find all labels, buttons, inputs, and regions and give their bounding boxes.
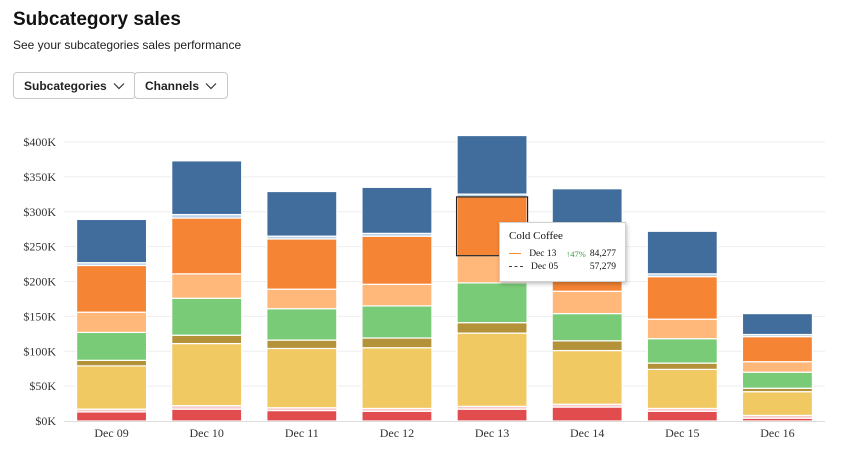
bar-segment[interactable] xyxy=(171,342,243,407)
bar-segment[interactable] xyxy=(75,359,148,367)
current-period-swatch xyxy=(509,253,522,254)
bar-segment[interactable] xyxy=(75,218,148,264)
bar-segment[interactable] xyxy=(456,408,528,422)
bar-segment[interactable] xyxy=(361,337,433,349)
subcategories-dropdown[interactable]: Subcategories xyxy=(13,72,136,99)
bar-segment[interactable] xyxy=(361,410,433,422)
bar-segment[interactable] xyxy=(75,264,148,313)
bar-segment[interactable] xyxy=(646,362,718,370)
y-tick-label: $350K xyxy=(23,170,56,184)
bar-segment[interactable] xyxy=(171,408,243,422)
bar-segment[interactable] xyxy=(361,347,433,410)
bar-segment[interactable] xyxy=(646,276,718,320)
tooltip-current-date: Dec 13 xyxy=(529,248,557,259)
chevron-down-icon xyxy=(205,82,217,89)
bar-segment[interactable] xyxy=(171,217,243,275)
bar-segment[interactable] xyxy=(741,312,814,336)
bar-segment[interactable] xyxy=(361,283,433,307)
y-tick-label: $400K xyxy=(23,135,56,149)
tooltip-change: ↑47% xyxy=(566,248,586,259)
y-tick-label: $50K xyxy=(29,379,56,393)
x-tick-label: Dec 09 xyxy=(94,426,128,440)
bar-segment[interactable] xyxy=(266,339,338,350)
bar-segment[interactable] xyxy=(266,409,338,422)
y-tick-label: $0K xyxy=(35,414,56,428)
x-tick-label: Dec 12 xyxy=(380,426,414,440)
tooltip-current-value: 84,277 xyxy=(589,248,616,259)
x-tick-label: Dec 14 xyxy=(570,426,604,440)
page-title: Subcategory sales xyxy=(13,9,181,30)
y-tick-label: $250K xyxy=(23,240,56,254)
bar-segment[interactable] xyxy=(361,235,433,285)
y-tick-label: $100K xyxy=(23,344,56,358)
x-tick-label: Dec 15 xyxy=(665,426,699,440)
x-tick-label: Dec 13 xyxy=(475,426,509,440)
x-tick-label: Dec 16 xyxy=(760,426,794,440)
bar-segment[interactable] xyxy=(266,238,338,290)
bar-segment[interactable] xyxy=(741,336,814,363)
tooltip-previous-value: 57,279 xyxy=(589,261,616,272)
bar-segment[interactable] xyxy=(171,160,243,216)
bar-segment[interactable] xyxy=(551,340,623,352)
bars xyxy=(75,134,814,422)
y-tick-label: $200K xyxy=(23,275,56,289)
bar-segment[interactable] xyxy=(646,318,718,340)
bar-segment[interactable] xyxy=(551,349,623,405)
chart-tooltip: Cold Coffee Dec 13 ↑47% 84,277 Dec 05 57… xyxy=(499,222,626,282)
bar-segment[interactable] xyxy=(456,322,528,334)
bar-segment[interactable] xyxy=(266,308,338,341)
subcategories-dropdown-label: Subcategories xyxy=(24,78,107,93)
bar-segment[interactable] xyxy=(456,332,528,407)
page-subtitle: See your subcategories sales performance xyxy=(13,38,242,52)
channels-dropdown[interactable]: Channels xyxy=(134,72,229,99)
bar-segment[interactable] xyxy=(361,186,433,234)
bar-segment[interactable] xyxy=(361,305,433,339)
bar-segment[interactable] xyxy=(75,365,148,410)
tooltip-row-current: Dec 13 ↑47% 84,277 xyxy=(509,247,616,260)
bar-segment[interactable] xyxy=(741,391,814,417)
y-axis: $0K $50K $100K $150K $200K $250K $300K $350K $40… xyxy=(23,135,56,428)
tooltip-previous-date: Dec 05 xyxy=(531,261,559,272)
bar-segment[interactable] xyxy=(75,411,148,422)
bar-segment[interactable] xyxy=(646,410,718,422)
bar-segment[interactable] xyxy=(646,338,718,364)
bar-segment[interactable] xyxy=(171,334,243,345)
bar-segment[interactable] xyxy=(75,331,148,361)
y-tick-label: $150K xyxy=(23,309,56,323)
bar-segment[interactable] xyxy=(266,288,338,310)
bar-segment[interactable] xyxy=(551,312,623,342)
bar-segment[interactable] xyxy=(171,297,243,336)
tooltip-row-previous: Dec 05 57,279 xyxy=(509,260,616,273)
x-axis: Dec 09 Dec 10 Dec 11 Dec 12 Dec 13 Dec 14 Dec … xyxy=(64,421,825,440)
bar-segment[interactable] xyxy=(266,347,338,409)
bar-segment[interactable] xyxy=(551,406,623,422)
bar-segment[interactable] xyxy=(456,134,528,195)
bar-segment[interactable] xyxy=(551,290,623,315)
tooltip-title: Cold Coffee xyxy=(509,230,563,242)
bar-segment[interactable] xyxy=(75,311,148,334)
x-tick-label: Dec 10 xyxy=(190,426,224,440)
bar-segment[interactable] xyxy=(741,371,814,389)
previous-period-swatch xyxy=(509,266,523,267)
bar-segment[interactable] xyxy=(171,273,243,299)
bar-segment[interactable] xyxy=(741,361,814,373)
chevron-down-icon xyxy=(113,82,125,89)
bar-segment[interactable] xyxy=(266,190,338,237)
bar-segment[interactable] xyxy=(456,282,528,324)
y-tick-label: $300K xyxy=(23,205,56,219)
bar-segment[interactable] xyxy=(646,368,718,410)
channels-dropdown-label: Channels xyxy=(145,78,200,93)
bar-segment[interactable] xyxy=(646,230,718,275)
x-tick-label: Dec 11 xyxy=(285,426,319,440)
